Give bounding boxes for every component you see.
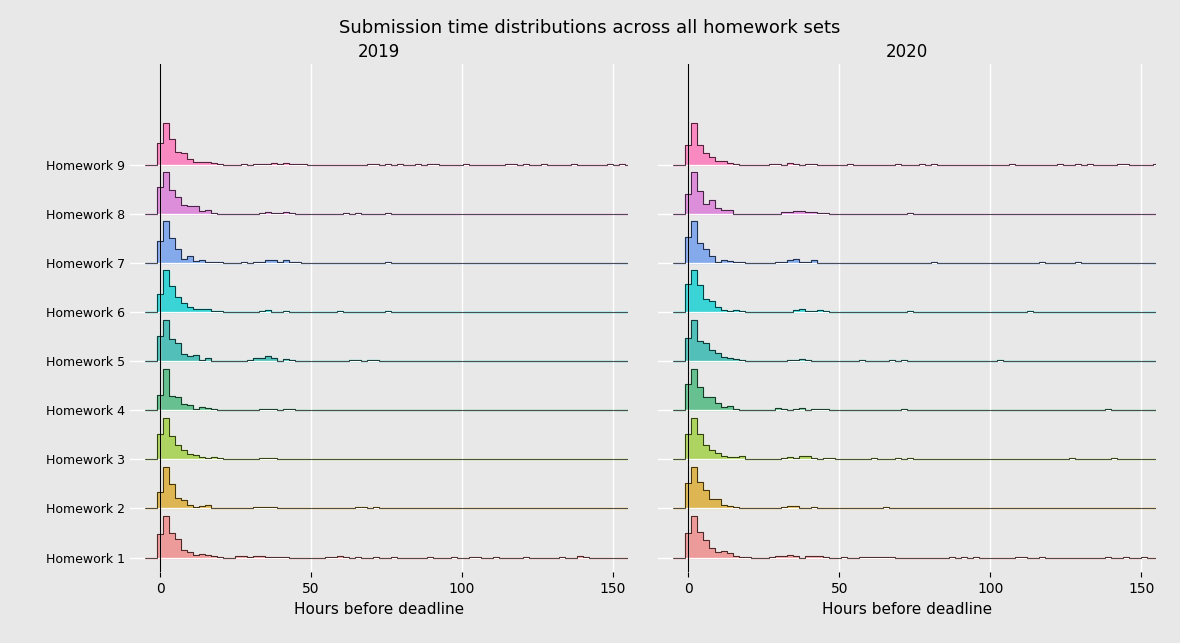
Polygon shape xyxy=(673,368,1166,410)
Polygon shape xyxy=(145,271,637,312)
Polygon shape xyxy=(673,467,1166,509)
X-axis label: Hours before deadline: Hours before deadline xyxy=(294,602,464,617)
Polygon shape xyxy=(145,467,637,509)
Polygon shape xyxy=(673,172,1166,214)
Title: 2019: 2019 xyxy=(358,43,400,61)
Polygon shape xyxy=(673,123,1166,165)
Polygon shape xyxy=(673,418,1166,459)
Polygon shape xyxy=(145,221,637,263)
Polygon shape xyxy=(673,271,1166,312)
Polygon shape xyxy=(145,172,637,214)
Polygon shape xyxy=(145,123,637,165)
Text: Submission time distributions across all homework sets: Submission time distributions across all… xyxy=(340,19,840,37)
Title: 2020: 2020 xyxy=(886,43,929,61)
Polygon shape xyxy=(145,320,637,361)
Polygon shape xyxy=(673,516,1166,557)
Polygon shape xyxy=(145,368,637,410)
Polygon shape xyxy=(673,221,1166,263)
Polygon shape xyxy=(673,320,1166,361)
Polygon shape xyxy=(145,516,637,557)
Polygon shape xyxy=(145,418,637,459)
X-axis label: Hours before deadline: Hours before deadline xyxy=(822,602,992,617)
